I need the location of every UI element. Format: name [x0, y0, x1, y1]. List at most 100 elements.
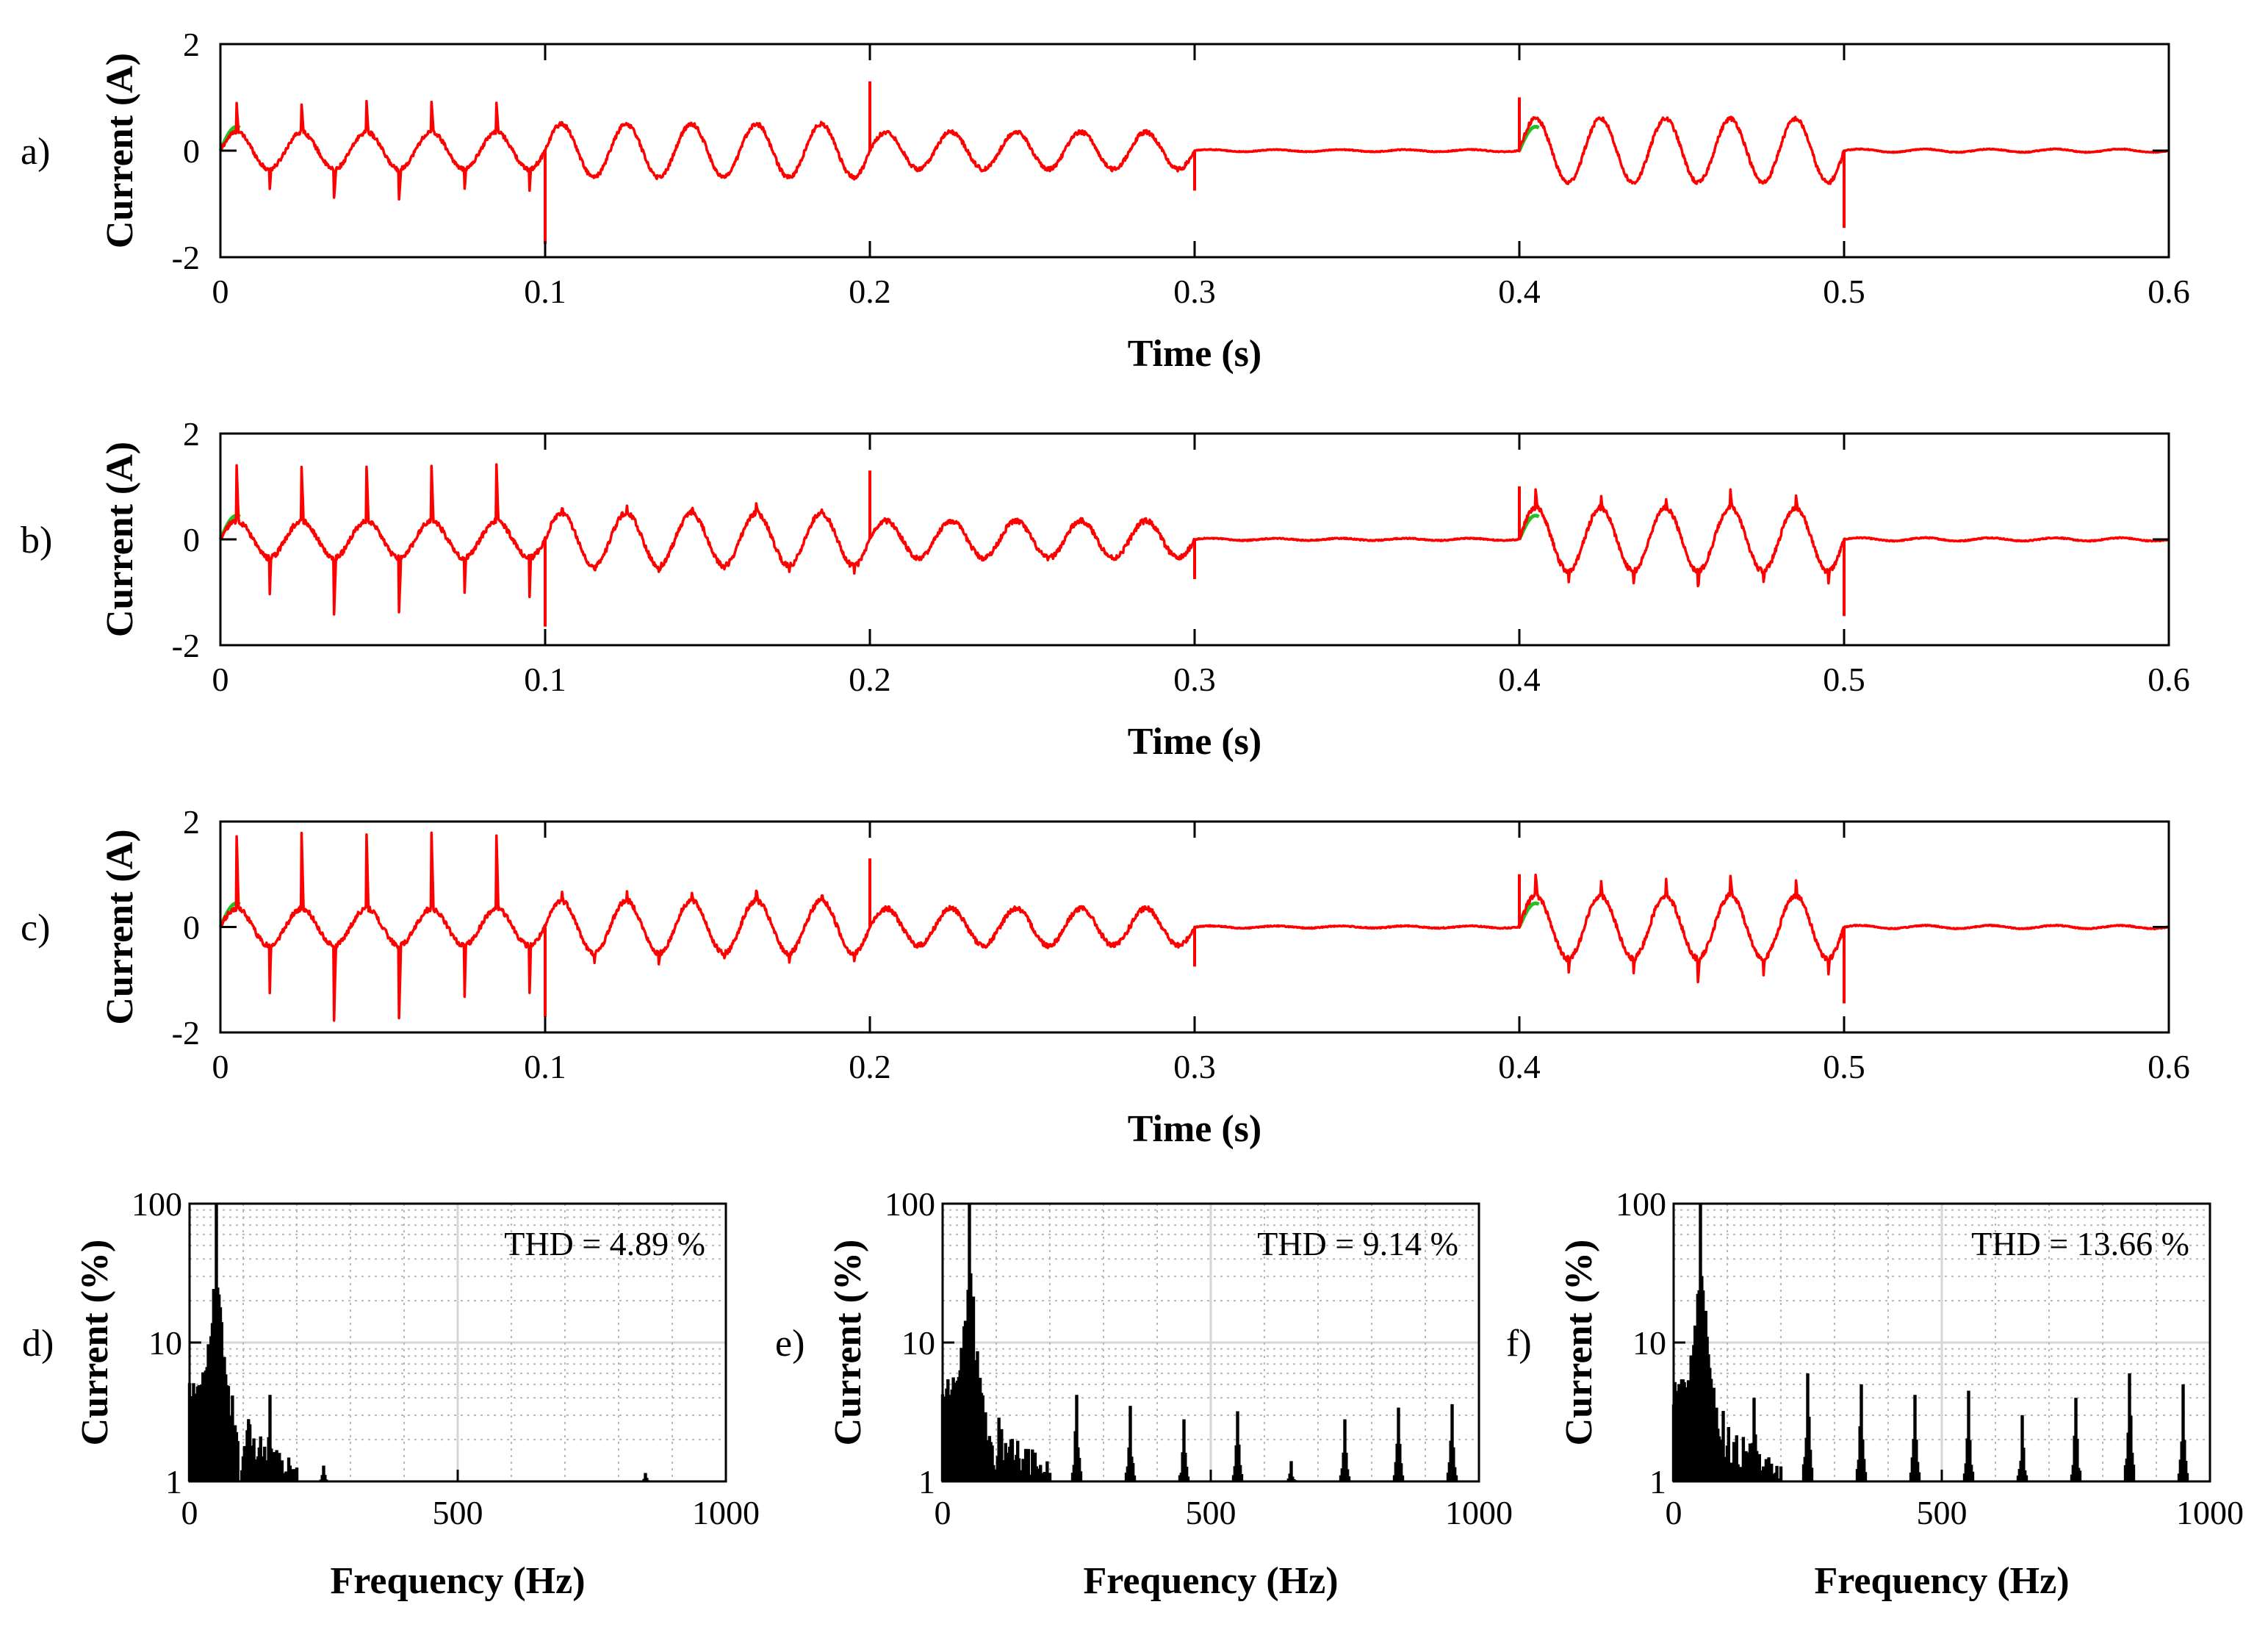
- harmonic-bar: [1452, 1467, 1457, 1481]
- x-tick-label: 0: [212, 1048, 229, 1085]
- x-tick-label: 1000: [2176, 1494, 2244, 1531]
- y-tick-label: 100: [1616, 1185, 1666, 1223]
- panel-label: f): [1506, 1323, 1532, 1365]
- spectrum-bar: [1721, 1411, 1725, 1481]
- harmonic-bar: [1079, 1471, 1083, 1481]
- spectrum-bar: [1727, 1426, 1731, 1481]
- grid: [943, 1204, 1479, 1481]
- x-tick-label: 0.1: [524, 661, 566, 698]
- spectrum-bar: [990, 1445, 994, 1481]
- harmonic-bar: [2183, 1440, 2186, 1481]
- harmonic-bar: [1132, 1475, 1137, 1481]
- harmonic-bar: [2022, 1448, 2026, 1481]
- spectrum-bar: [295, 1467, 299, 1481]
- spectrum-bar: [1005, 1452, 1009, 1481]
- y-axis-label: Current (%): [74, 1240, 116, 1446]
- spectrum-bar: [252, 1438, 256, 1481]
- panel-label: c): [21, 908, 50, 949]
- spectrum-bar: [1023, 1448, 1028, 1481]
- harmonic-bar: [1860, 1384, 1863, 1481]
- harmonic-bar: [1756, 1473, 1760, 1481]
- spectrum-bar: [1048, 1473, 1052, 1481]
- harmonic-bar: [644, 1473, 647, 1481]
- harmonic-bar: [1131, 1462, 1135, 1481]
- spectrum-bar: [1718, 1440, 1723, 1481]
- harmonic-bar: [2131, 1465, 2136, 1481]
- y-tick-label: 0: [183, 521, 200, 558]
- y-tick-label: 0: [183, 909, 200, 946]
- y-tick-label: -2: [172, 627, 200, 664]
- harmonic-bar: [1075, 1395, 1079, 1481]
- harmonic-bar: [1398, 1443, 1402, 1481]
- x-tick-label: 500: [1917, 1494, 1968, 1531]
- harmonic-bar: [1862, 1459, 1866, 1481]
- harmonic-bar: [323, 1475, 327, 1481]
- bars: [187, 1204, 650, 1481]
- y-tick-label: 100: [885, 1185, 935, 1223]
- spectrum-bar: [1736, 1464, 1740, 1481]
- x-axis-label: Time (s): [1128, 721, 1261, 763]
- harmonic-bar: [270, 1448, 273, 1481]
- harmonic-bar: [1454, 1475, 1458, 1481]
- x-axis-label: Time (s): [1128, 333, 1261, 375]
- panel-label: b): [21, 520, 52, 561]
- harmonic-bar: [1291, 1476, 1295, 1481]
- harmonic-bar: [1754, 1434, 1757, 1481]
- harmonic-bar: [1450, 1404, 1454, 1481]
- x-tick-label: 0.5: [1823, 1048, 1865, 1085]
- x-tick-label: 0.6: [2148, 273, 2190, 310]
- y-tick-label: 1: [1649, 1463, 1666, 1501]
- time-panel-a: 0 0.1 0.2 0.3 0.4 0.5 0.6 2 0 -2 Time (s) Current (…: [21, 26, 2190, 375]
- harmonic-bar: [1186, 1476, 1190, 1481]
- x-tick-label: 0.3: [1173, 273, 1216, 310]
- harmonic-bar: [1182, 1419, 1186, 1481]
- harmonic-bar: [1807, 1416, 1811, 1481]
- spectrum-panel-f: 0 500 1000 100 10 1 THD = 13.66 % Frequency (Hz…: [1506, 1185, 2244, 1602]
- panel-label: e): [775, 1323, 804, 1365]
- harmonic-bar: [2184, 1461, 2188, 1481]
- spectrum-bar: [248, 1424, 252, 1481]
- spectrum-bar: [1732, 1442, 1736, 1481]
- thd-annotation: THD = 13.66 %: [1971, 1225, 2189, 1262]
- harmonic-bar: [2185, 1473, 2189, 1481]
- harmonic-bar: [1452, 1447, 1455, 1481]
- y-tick-label: 10: [148, 1324, 182, 1362]
- x-tick-label: 0.1: [524, 1048, 566, 1085]
- time-panel-c: 0 0.1 0.2 0.3 0.4 0.5 0.6 2 0 -2 Time (s) Current (…: [21, 803, 2190, 1150]
- spectrum-bar: [1034, 1466, 1038, 1481]
- x-tick-label: 0: [181, 1494, 198, 1531]
- thd-annotation: THD = 9.14 %: [1257, 1225, 1458, 1262]
- harmonic-bar: [1128, 1406, 1132, 1481]
- current-trace: [219, 831, 2170, 1022]
- y-tick-label: 1: [165, 1463, 182, 1501]
- x-tick-label: 500: [433, 1494, 483, 1531]
- harmonic-bar: [2129, 1415, 2133, 1481]
- harmonic-bar: [1970, 1471, 1975, 1481]
- spectrum-bar: [1776, 1478, 1780, 1481]
- bars: [1671, 1204, 2189, 1481]
- harmonic-bar: [1344, 1452, 1348, 1481]
- harmonic-bar: [1343, 1419, 1347, 1481]
- spectrum-panel-e: 0 500 1000 100 10 1 THD = 9.14 % Frequency (Hz)…: [775, 1185, 1513, 1602]
- harmonic-bar: [1184, 1467, 1189, 1481]
- y-tick-label: 0: [183, 132, 200, 170]
- time-panel-b: 0 0.1 0.2 0.3 0.4 0.5 0.6 2 0 -2 Time (s) Current (…: [21, 415, 2190, 763]
- y-tick-label: 2: [183, 803, 200, 841]
- x-tick-label: 0.1: [524, 273, 566, 310]
- harmonic-bar: [1289, 1461, 1293, 1481]
- spectrum-bar: [1775, 1465, 1779, 1481]
- x-tick-label: 0.5: [1823, 661, 1865, 698]
- spectrum-bar: [1017, 1458, 1021, 1481]
- y-tick-label: 10: [1632, 1324, 1666, 1362]
- harmonic-bar: [270, 1465, 275, 1481]
- y-tick-label: 100: [132, 1185, 182, 1223]
- y-axis-label: Current (A): [99, 53, 141, 248]
- harmonic-bar: [1808, 1449, 1812, 1481]
- spectrum-bar: [1010, 1439, 1015, 1481]
- x-tick-label: 0: [1666, 1494, 1682, 1531]
- panel-label: d): [22, 1323, 54, 1365]
- x-tick-label: 0.2: [849, 273, 891, 310]
- spectrum-bar: [1762, 1466, 1765, 1481]
- harmonic-bar: [645, 1478, 649, 1481]
